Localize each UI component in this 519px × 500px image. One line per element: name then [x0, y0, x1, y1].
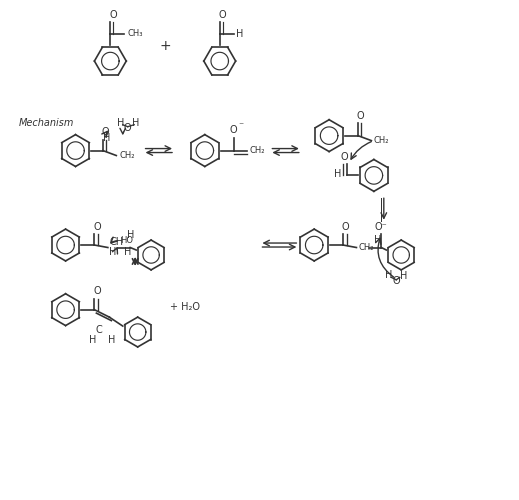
Text: O: O — [392, 276, 400, 286]
Text: Mechanism: Mechanism — [18, 118, 74, 128]
Text: ⁻: ⁻ — [238, 122, 243, 132]
Text: O: O — [340, 152, 348, 162]
Text: O: O — [218, 10, 226, 20]
Text: H: H — [89, 334, 97, 344]
Text: CH₂: CH₂ — [359, 243, 374, 252]
Text: O⁻: O⁻ — [375, 222, 388, 232]
Text: HO: HO — [120, 236, 133, 244]
Text: O: O — [357, 110, 364, 120]
Text: H: H — [131, 118, 139, 128]
Text: C: C — [95, 324, 102, 334]
Text: CH₂: CH₂ — [119, 151, 135, 160]
Text: O: O — [230, 124, 238, 134]
Text: H: H — [334, 170, 342, 179]
Text: H: H — [385, 270, 392, 280]
Text: O: O — [342, 222, 349, 232]
Text: O: O — [109, 10, 117, 20]
Text: H: H — [400, 271, 407, 281]
Text: O: O — [124, 123, 131, 133]
Text: H: H — [127, 230, 134, 240]
Text: H: H — [124, 248, 132, 258]
Text: H: H — [236, 28, 243, 38]
Text: H: H — [117, 118, 124, 128]
Text: H: H — [374, 235, 381, 245]
Text: CH: CH — [110, 237, 124, 247]
Text: O: O — [93, 222, 101, 232]
Text: CH₂: CH₂ — [250, 146, 265, 155]
Text: +: + — [159, 39, 171, 53]
Text: O: O — [102, 127, 109, 137]
Text: H: H — [103, 133, 110, 143]
Text: H: H — [107, 334, 115, 344]
Text: + H₂O: + H₂O — [170, 302, 200, 312]
Text: O: O — [93, 286, 101, 296]
Text: CH₃: CH₃ — [128, 29, 143, 38]
Text: CH₂: CH₂ — [374, 136, 389, 145]
Text: H: H — [110, 248, 117, 258]
